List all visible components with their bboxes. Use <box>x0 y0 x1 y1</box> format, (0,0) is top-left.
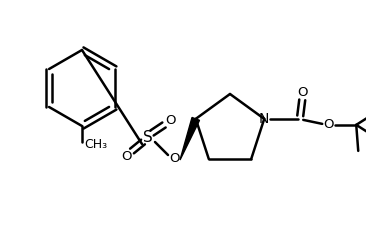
Text: S: S <box>143 131 153 145</box>
Text: O: O <box>121 150 131 163</box>
Text: N: N <box>259 112 269 126</box>
Text: CH₃: CH₃ <box>84 138 107 151</box>
Text: O: O <box>165 113 175 126</box>
Polygon shape <box>180 117 199 160</box>
Text: O: O <box>323 118 333 131</box>
Text: O: O <box>297 86 307 99</box>
Text: O: O <box>169 152 179 164</box>
